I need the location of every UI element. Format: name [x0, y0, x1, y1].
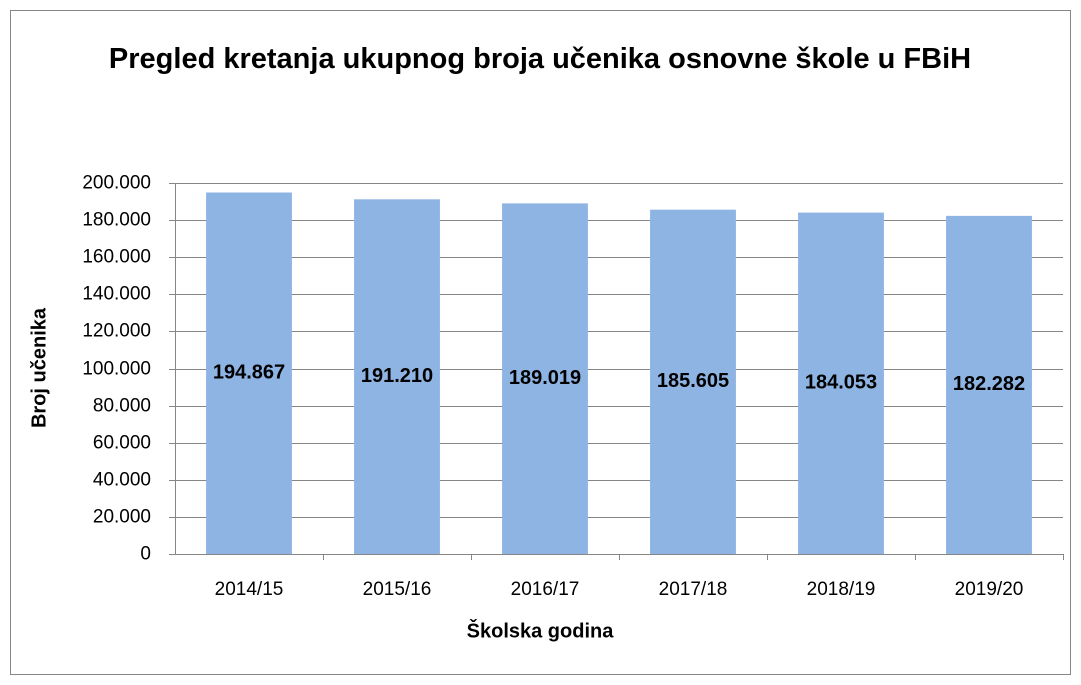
data-label: 185.605 — [657, 370, 729, 392]
y-tick-label: 180.000 — [82, 210, 151, 231]
bar — [206, 192, 292, 554]
x-tick-label: 2014/15 — [215, 579, 284, 600]
bar — [502, 203, 588, 554]
y-tick-label: 20.000 — [93, 507, 151, 528]
chart-title: Pregled kretanja ukupnog broja učenika o… — [108, 43, 972, 75]
y-tick-label: 40.000 — [93, 470, 151, 491]
data-label: 191.210 — [361, 365, 433, 387]
bar — [650, 209, 736, 554]
y-tick-label: 120.000 — [82, 321, 151, 342]
x-axis-label: Školska godina — [467, 618, 615, 642]
y-tick-label: 140.000 — [82, 284, 151, 305]
x-tick-label: 2017/18 — [659, 579, 728, 600]
y-tick-label: 100.000 — [82, 359, 151, 380]
y-tick-label: 160.000 — [82, 247, 151, 268]
data-label: 184.053 — [805, 372, 877, 394]
bar — [354, 199, 440, 554]
data-label: 182.282 — [953, 373, 1025, 395]
y-tick-label: 0 — [140, 544, 151, 565]
y-tick-label: 60.000 — [93, 433, 151, 454]
x-tick-label: 2019/20 — [955, 579, 1024, 600]
x-tick-label: 2015/16 — [363, 579, 432, 600]
data-label: 189.019 — [509, 367, 581, 389]
x-tick-label: 2018/19 — [807, 579, 876, 600]
y-axis-label: Broj učenika — [28, 307, 50, 428]
data-label: 194.867 — [213, 362, 285, 384]
bar — [946, 215, 1032, 554]
x-tick-label: 2016/17 — [511, 579, 580, 600]
y-tick-label: 200.000 — [82, 173, 151, 194]
bar — [798, 212, 884, 555]
y-tick-label: 80.000 — [93, 396, 151, 417]
